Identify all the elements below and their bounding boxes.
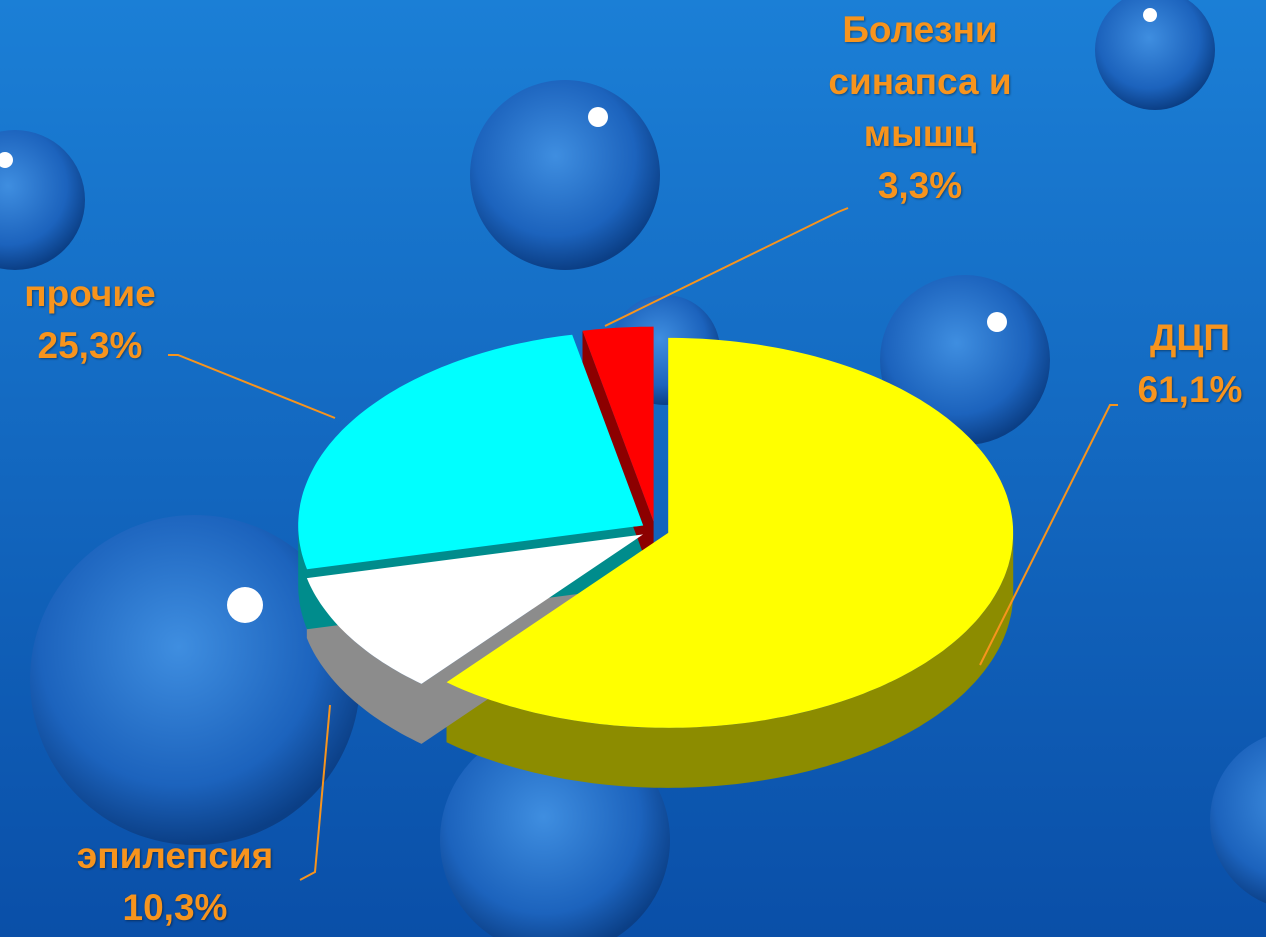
label-name: эпилепсия — [76, 835, 274, 876]
slice-side — [446, 532, 1014, 788]
slice — [446, 337, 1014, 728]
data-label: Болезни синапса и мышц 3,3% — [790, 4, 1050, 212]
label-name: Болезни синапса и мышц — [828, 9, 1012, 154]
label-value: 3,3% — [877, 165, 963, 206]
data-label: ДЦП 61,1% — [1090, 312, 1266, 416]
leader-line — [979, 404, 1118, 666]
label-name: ДЦП — [1150, 317, 1230, 358]
slice-side — [298, 525, 307, 630]
slice — [298, 334, 644, 570]
label-value: 10,3% — [122, 887, 228, 928]
label-value: 25,3% — [37, 325, 143, 366]
leader-line — [299, 704, 331, 881]
label-value: 61,1% — [1137, 369, 1243, 410]
label-name: прочие — [24, 273, 156, 314]
data-label: эпилепсия 10,3% — [35, 830, 315, 934]
slice — [306, 534, 644, 684]
data-label: прочие 25,3% — [0, 268, 190, 372]
slice — [582, 326, 654, 522]
leader-line — [604, 207, 849, 327]
leader-line — [168, 354, 336, 419]
slice-side — [306, 578, 422, 744]
